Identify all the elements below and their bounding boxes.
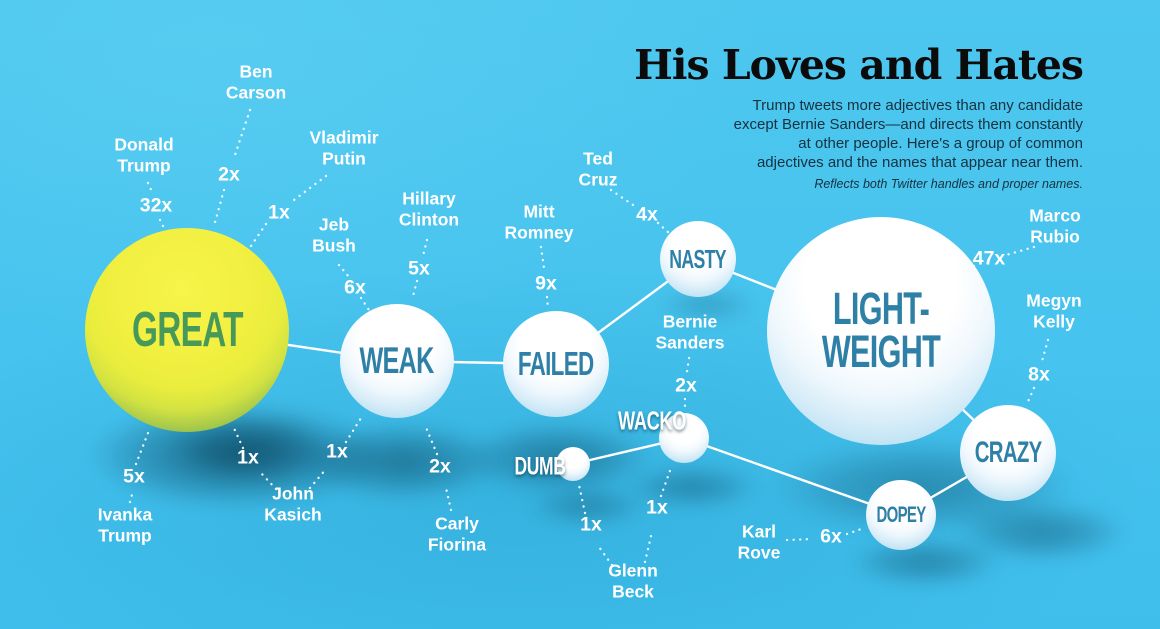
mention-count-carly-fiorina-weak: 2x	[429, 455, 451, 478]
dotted-line	[212, 188, 226, 228]
mention-name-marco-rubio: Marco Rubio	[1029, 205, 1081, 247]
bubble-wacko-label: WACKO	[617, 405, 687, 436]
mention-count-bernie-sanders-wacko: 2x	[675, 374, 697, 397]
dotted-line	[539, 245, 546, 270]
bubble-great-label: GREAT	[131, 302, 243, 357]
mention-count-megyn-kelly-crazy: 8x	[1028, 363, 1050, 386]
sphere-shadow-crazy	[957, 503, 1127, 561]
mention-name-donald-trump: Donald Trump	[114, 134, 174, 176]
dotted-line	[421, 238, 429, 258]
dotted-line	[344, 416, 363, 444]
mention-count-jeb-bush-weak: 6x	[344, 276, 366, 299]
subtitle: Trump tweets more adjectives than any ca…	[733, 97, 1083, 172]
dotted-line	[232, 108, 252, 160]
mention-name-ivanka-trump: Ivanka Trump	[97, 504, 153, 546]
mention-name-carly-fiorina: Carly Fiorina	[427, 513, 487, 555]
dotted-line	[337, 263, 351, 279]
mention-count-karl-rove-dopey: 6x	[820, 525, 842, 548]
dotted-line	[308, 467, 328, 490]
mention-count-donald-trump-great: 32x	[139, 194, 173, 217]
bubble-weak: WEAK	[340, 304, 454, 418]
bubble-dopey-label: DOPEY	[876, 501, 927, 527]
mention-count-ben-carson-great: 2x	[218, 163, 240, 186]
sphere-shadow-weak	[302, 424, 502, 499]
bubble-dumb-label: DUMB	[514, 452, 566, 481]
mention-name-hillary-clinton: Hillary Clinton	[398, 188, 460, 230]
bubble-nasty-label: NASTY	[669, 243, 727, 274]
dotted-line	[128, 489, 135, 504]
mention-count-vladimir-putin-great: 1x	[268, 201, 290, 224]
bubble-crazy-label: CRAZY	[974, 435, 1043, 469]
mention-count-glenn-beck-dumb: 1x	[580, 513, 602, 536]
mention-count-john-kasich-weak: 1x	[326, 440, 348, 463]
bubble-failed-label: FAILED	[518, 345, 594, 383]
bubble-dumb	[556, 447, 590, 481]
bubble-lightweight: LIGHT- WEIGHT	[767, 217, 995, 445]
sphere-shadow-wacko	[627, 466, 757, 508]
bubble-lightweight-label: LIGHT- WEIGHT	[821, 283, 941, 377]
dotted-line	[545, 295, 550, 311]
mention-name-glenn-beck: Glenn Beck	[608, 560, 658, 602]
dotted-line	[134, 431, 150, 466]
sphere-shadow-dumb	[530, 486, 645, 526]
dotted-line	[656, 221, 671, 235]
dotted-line	[158, 218, 168, 234]
mention-name-karl-rove: Karl Rove	[737, 521, 781, 563]
page-title: His Loves and Hates	[634, 41, 1084, 89]
dotted-line	[1024, 386, 1036, 408]
mention-name-ted-cruz: Ted Cruz	[578, 148, 618, 190]
bubble-failed: FAILED	[503, 311, 609, 417]
bubble-crazy: CRAZY	[960, 405, 1056, 501]
dotted-line	[643, 530, 654, 564]
sphere-shadow-dopey	[850, 538, 1000, 586]
mention-name-john-kasich: John Kasich	[264, 483, 322, 525]
dotted-line	[231, 424, 245, 450]
mention-name-mitt-romney: Mitt Romney	[504, 201, 574, 243]
mention-count-hillary-clinton-weak: 5x	[408, 257, 430, 280]
dotted-line	[659, 463, 674, 498]
mention-count-ivanka-trump-great: 5x	[123, 465, 145, 488]
dotted-line	[423, 423, 439, 456]
mention-count-glenn-beck-wacko: 1x	[646, 496, 668, 519]
dotted-line	[609, 188, 635, 207]
dotted-line	[685, 356, 691, 374]
bubble-weak-label: WEAK	[359, 340, 435, 382]
dotted-line	[249, 222, 268, 248]
mention-count-ted-cruz-nasty: 4x	[636, 203, 658, 226]
header: His Loves and Hates Trump tweets more ad…	[523, 41, 1084, 192]
dotted-line	[1040, 338, 1050, 363]
mention-count-mitt-romney-failed: 9x	[535, 272, 557, 295]
dotted-line	[292, 174, 328, 202]
mention-name-megyn-kelly: Megyn Kelly	[1026, 290, 1082, 332]
mention-name-jeb-bush: Jeb Bush	[312, 214, 356, 256]
mention-count-john-kasich-great: 1x	[237, 446, 259, 469]
mention-name-bernie-sanders: Bernie Sanders	[655, 311, 725, 353]
dotted-line	[577, 483, 587, 515]
bubble-nasty: NASTY	[660, 221, 736, 297]
bubble-wacko	[659, 413, 709, 463]
sphere-shadow-great	[90, 403, 380, 508]
mention-name-ben-carson: Ben Carson	[225, 61, 287, 103]
dotted-line	[410, 279, 419, 302]
mention-name-vladimir-putin: Vladimir Putin	[309, 127, 379, 169]
dotted-line	[845, 526, 866, 536]
footnote: Reflects both Twitter handles and proper…	[814, 177, 1083, 192]
dotted-line	[258, 470, 278, 491]
dotted-line	[359, 296, 371, 312]
dotted-line	[785, 537, 814, 542]
bubble-great: GREAT	[85, 228, 289, 432]
bubble-dopey: DOPEY	[866, 480, 936, 550]
mention-dotted-lines	[128, 108, 1050, 567]
dotted-line	[444, 486, 453, 512]
link-line	[683, 436, 902, 517]
dotted-line	[146, 181, 155, 196]
mention-count-marco-rubio-lightweight: 47x	[972, 247, 1006, 270]
